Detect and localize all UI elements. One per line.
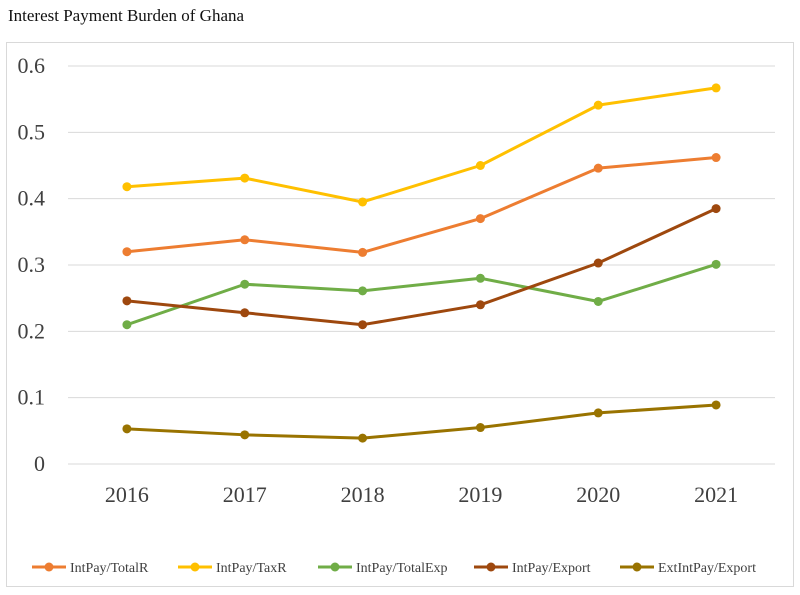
data-point [593,163,603,173]
data-point [475,214,485,224]
x-tick-label: 2017 [223,482,267,507]
x-tick-label: 2020 [576,482,620,507]
data-point [240,279,250,289]
x-tick-label: 2018 [341,482,385,507]
y-tick-label: 0.6 [18,53,46,78]
data-point [240,235,250,245]
data-point [358,433,368,443]
legend-label: IntPay/TotalExp [356,561,448,576]
series-line [126,403,717,440]
data-point [711,204,721,214]
y-tick-label: 0.3 [18,252,46,277]
legend-marker [44,562,54,572]
data-point [240,308,250,318]
x-tick-label: 2021 [694,482,738,507]
data-point [475,300,485,310]
legend-label: IntPay/Export [512,561,591,576]
data-point [593,258,603,268]
data-point [358,320,368,330]
data-point [475,423,485,433]
data-point [711,400,721,410]
legend-marker [190,562,200,572]
data-point [240,173,250,183]
data-point [475,161,485,170]
chart-frame [6,42,794,587]
series-line [126,156,717,254]
data-point [711,83,721,93]
series-line [126,262,717,327]
y-tick-label: 0.4 [18,186,46,211]
x-axis-ticks: 2016 2017 2018 2019 2020 2021 [105,482,738,507]
y-axis-ticks: 0 0.1 0.2 0.3 0.4 0.5 0.6 [18,53,46,476]
data-point [358,247,368,257]
data-point [593,100,603,110]
data-point [122,296,132,306]
legend-marker [486,562,496,572]
data-point [240,430,250,440]
gridlines [68,65,775,465]
data-point [593,296,603,306]
legend: IntPay/TotalR IntPay/TaxR IntPay/TotalExp I… [32,561,756,576]
legend-label: IntPay/TaxR [216,561,287,576]
legend-marker [330,562,340,572]
legend-marker [632,562,642,572]
x-tick-label: 2019 [458,482,502,507]
data-point [122,424,132,434]
data-point [358,197,368,207]
x-tick-label: 2016 [105,482,149,507]
data-point [711,153,721,163]
series-lines [122,83,721,443]
data-point [475,273,485,283]
y-tick-label: 0.1 [18,385,46,410]
legend-label: ExtIntPay/Export [658,561,756,576]
series-line [126,207,717,327]
y-tick-label: 0.2 [18,318,46,343]
legend-label: IntPay/TotalR [70,561,149,576]
data-point [122,247,132,257]
chart-title: Interest Payment Burden of Ghana [8,6,245,25]
series-line [126,86,717,204]
data-point [122,320,132,330]
y-tick-label: 0 [34,451,45,476]
y-tick-label: 0.5 [18,119,46,144]
data-point [122,182,132,192]
data-point [711,259,721,269]
data-point [358,286,368,296]
data-point [593,408,603,418]
